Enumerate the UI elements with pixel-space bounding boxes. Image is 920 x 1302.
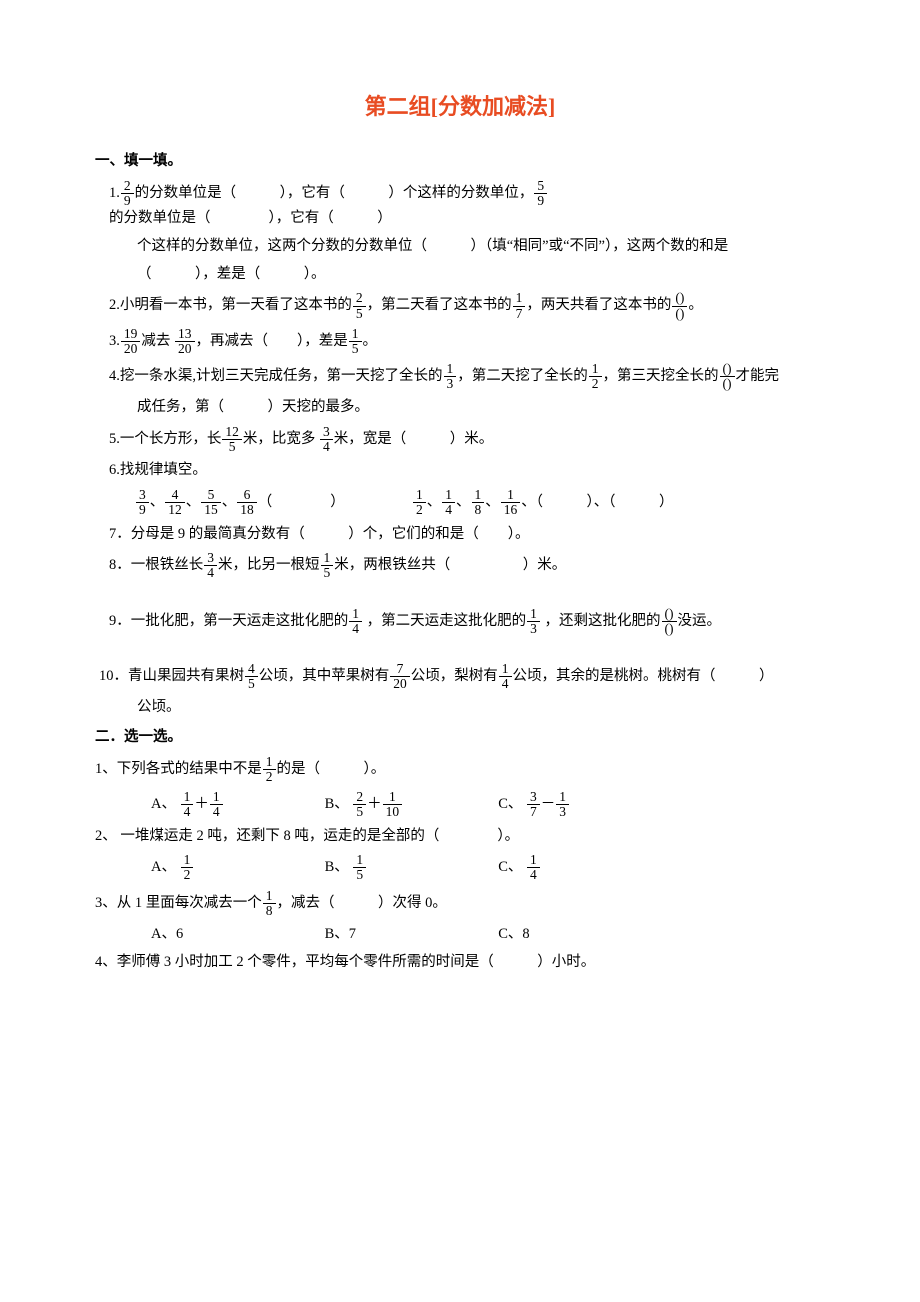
frac-1-7: 17 xyxy=(513,291,526,320)
q10-pre: 10．青山果园共有果树 xyxy=(99,668,244,684)
q10: 10．青山果园共有果树45公顷，其中苹果树有720公顷，梨树有14公顷，其余的是… xyxy=(99,662,825,691)
frac-1-4: 14 xyxy=(349,607,362,636)
q4-t3: 才能完 xyxy=(736,368,780,384)
q3: 3.1920减去 1320，再减去（ ），差是15。 xyxy=(109,327,825,356)
q2-t3: 。 xyxy=(688,297,703,313)
q1-text-a: 的分数单位是（ ），它有（ ）个这样的分数单位， xyxy=(135,185,534,201)
c1-pre: 1、下列各式的结果中不是 xyxy=(95,761,262,777)
c3-post: ，减去（ ）次得 0。 xyxy=(277,895,447,911)
q5-t1: 米，比宽多 xyxy=(243,431,319,447)
q9-t1: ，第二天运走这批化肥的 xyxy=(363,613,526,629)
frac-12-5: 125 xyxy=(222,425,242,454)
c1-opt-b: B、 25＋110 xyxy=(325,790,495,819)
section-1-heading: 一、填一填。 xyxy=(95,151,825,173)
q4-t2: ，第三天挖全长的 xyxy=(603,368,719,384)
c3-pre: 3、从 1 里面每次减去一个 xyxy=(95,895,262,911)
q9: 9．一批化肥，第一天运走这批化肥的14 ，第二天运走这批化肥的13 ，还剩这批化… xyxy=(109,607,825,636)
c2: 2、 一堆煤运走 2 吨，还剩下 8 吨，运走的是全部的（ ）。 xyxy=(95,826,825,848)
q5-t2: 米，宽是（ ）米。 xyxy=(334,431,494,447)
frac-1-5-b: 15 xyxy=(321,551,334,580)
c3-options: A、6 B、7 C、8 xyxy=(151,924,825,946)
frac-blank-3: ()() xyxy=(662,607,677,636)
q4-pre: 4.挖一条水渠,计划三天完成任务，第一天挖了全长的 xyxy=(109,368,443,384)
q6: 6.找规律填空。 xyxy=(109,460,825,482)
c4: 4、李师傅 3 小时加工 2 个零件，平均每个零件所需的时间是（ ）小时。 xyxy=(95,952,825,974)
q9-t3: 没运。 xyxy=(678,613,722,629)
frac-1-3-b: 13 xyxy=(527,607,540,636)
frac-19-20: 1920 xyxy=(121,327,141,356)
c3-opt-b: B、7 xyxy=(325,924,495,946)
q3-t1: 减去 xyxy=(141,333,174,349)
q8: 8．一根铁丝长34米，比另一根短15米，两根铁丝共（ ）米。 xyxy=(109,551,825,580)
frac-1-2: 12 xyxy=(589,362,602,391)
frac-3-4-b: 34 xyxy=(204,551,217,580)
c1: 1、下列各式的结果中不是12的是（ ）。 xyxy=(95,755,825,784)
c1-opt-c: C、 37 － 13 xyxy=(498,790,648,819)
section-2-heading: 二．选一选。 xyxy=(95,727,825,749)
q9-pre: 9．一批化肥，第一天运走这批化肥的 xyxy=(109,613,348,629)
frac-5-9: 59 xyxy=(534,179,547,208)
c3-opt-a: A、6 xyxy=(151,924,321,946)
page-title: 第二组[分数加减法] xyxy=(95,90,825,123)
q4-t1: ，第二天挖了全长的 xyxy=(457,368,588,384)
q5: 5.一个长方形，长125米，比宽多 34米，宽是（ ）米。 xyxy=(109,425,825,454)
q1-num: 1. xyxy=(109,185,120,201)
q2-t1: ，第二天看了这本书的 xyxy=(367,297,512,313)
q10-t3: 公顷，其余的是桃树。桃树有（ ） xyxy=(513,668,774,684)
q2-pre: 2.小明看一本书，第一天看了这本书的 xyxy=(109,297,352,313)
q10-line2: 公顷。 xyxy=(137,697,825,719)
frac-blank: ()() xyxy=(672,291,687,320)
q2-t2: ，两天共看了这本书的 xyxy=(526,297,671,313)
frac-7-20: 720 xyxy=(390,662,410,691)
q4-line2: 成任务，第（ ）天挖的最多。 xyxy=(137,397,825,419)
q5-pre: 5.一个长方形，长 xyxy=(109,431,221,447)
q3-t3: 。 xyxy=(363,333,378,349)
c1-opt-a: A、 14＋14 xyxy=(151,790,321,819)
frac-1-5: 15 xyxy=(349,327,362,356)
frac-1-3: 13 xyxy=(444,362,457,391)
c3-opt-c: C、8 xyxy=(498,924,648,946)
q1: 1.29的分数单位是（ ），它有（ ）个这样的分数单位，59 的分数单位是（ ），… xyxy=(109,179,825,230)
c2-options: A、 12 B、 15 C、 14 xyxy=(151,853,825,882)
q6-row: 39、412、515、618（ ） 12、14、18、116、（ ）、（ ） xyxy=(135,488,825,517)
frac-4-5: 45 xyxy=(245,662,258,691)
q8-t1: 米，比另一根短 xyxy=(218,557,320,573)
frac-13-20: 1320 xyxy=(175,327,195,356)
q10-t2: 公顷，梨树有 xyxy=(411,668,498,684)
q9-t2: ，还剩这批化肥的 xyxy=(541,613,661,629)
c2-opt-a: A、 12 xyxy=(151,853,321,882)
q1-line3: （ ），差是（ ）。 xyxy=(137,264,825,286)
c1-options: A、 14＋14 B、 25＋110 C、 37 － 13 xyxy=(151,790,825,819)
q1-line2: 个这样的分数单位，这两个分数的分数单位（ ）（填“相同”或“不同”），这两个数的… xyxy=(137,236,825,258)
q10-t1: 公顷，其中苹果树有 xyxy=(259,668,390,684)
q8-t2: 米，两根铁丝共（ ）米。 xyxy=(334,557,566,573)
c2-opt-b: B、 15 xyxy=(325,853,495,882)
q2: 2.小明看一本书，第一天看了这本书的25，第二天看了这本书的17，两天共看了这本… xyxy=(109,291,825,320)
q7: 7．分母是 9 的最简真分数有（ ）个，它们的和是（ ）。 xyxy=(109,524,825,546)
c2-opt-c: C、 14 xyxy=(498,853,648,882)
frac-1-2-c: 12 xyxy=(263,755,276,784)
frac-blank-2: ()() xyxy=(720,362,735,391)
q4: 4.挖一条水渠,计划三天完成任务，第一天挖了全长的13，第二天挖了全长的12，第… xyxy=(109,362,825,391)
q8-pre: 8．一根铁丝长 xyxy=(109,557,203,573)
c1-post: 的是（ ）。 xyxy=(277,761,386,777)
q3-t2: ，再减去（ ），差是 xyxy=(196,333,348,349)
frac-2-9: 29 xyxy=(121,179,134,208)
q1-text-b: 的分数单位是（ ），它有（ ） xyxy=(109,210,392,226)
frac-1-8: 18 xyxy=(263,889,276,918)
frac-1-4-b: 14 xyxy=(499,662,512,691)
q3-num: 3. xyxy=(109,333,120,349)
frac-3-4: 34 xyxy=(320,425,333,454)
c3: 3、从 1 里面每次减去一个18，减去（ ）次得 0。 xyxy=(95,889,825,918)
frac-2-5: 25 xyxy=(353,291,366,320)
